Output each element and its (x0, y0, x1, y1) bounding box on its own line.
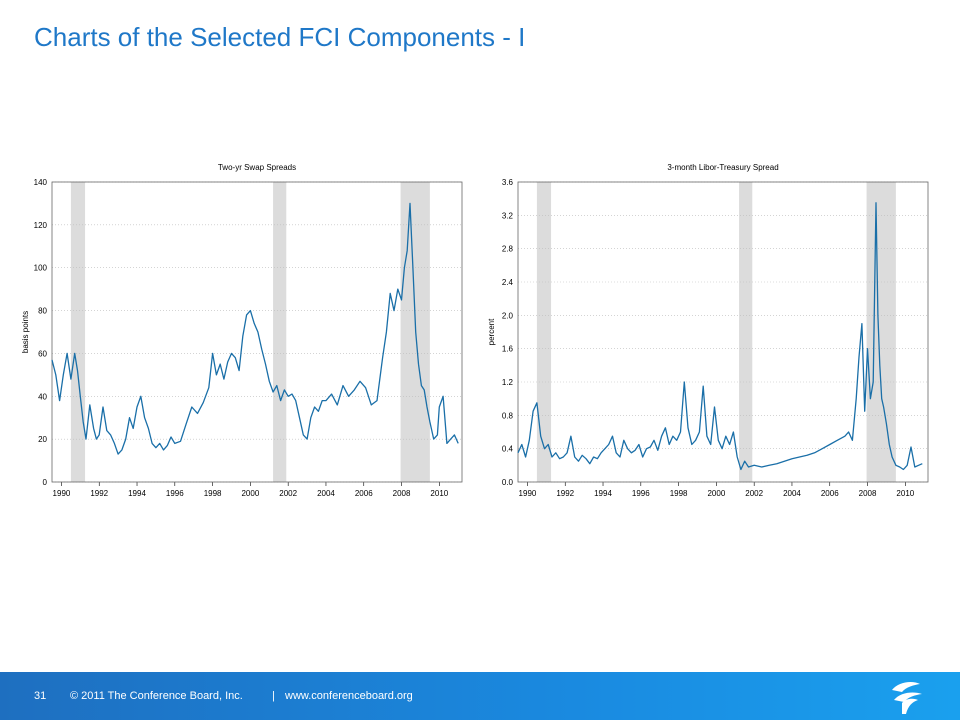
recession-band (739, 182, 753, 482)
y-tick-label: 40 (38, 392, 47, 401)
y-tick-label: 1.6 (502, 345, 514, 354)
recession-band (273, 182, 287, 482)
x-tick-label: 2008 (393, 489, 411, 498)
x-tick-label: 1998 (204, 489, 222, 498)
x-tick-label: 2002 (279, 489, 297, 498)
y-tick-label: 3.6 (502, 178, 514, 187)
x-tick-label: 2004 (317, 489, 335, 498)
y-tick-label: 3.2 (502, 211, 514, 220)
footer-bar: 31 © 2011 The Conference Board, Inc. | w… (0, 672, 960, 720)
y-tick-label: 100 (34, 264, 48, 273)
x-tick-label: 1998 (670, 489, 688, 498)
recession-band (866, 182, 896, 482)
x-tick-label: 2000 (707, 489, 725, 498)
recession-band (536, 182, 552, 482)
chart-title: Two-yr Swap Spreads (218, 163, 296, 172)
x-tick-label: 2006 (355, 489, 373, 498)
copyright-text: © 2011 The Conference Board, Inc. (70, 690, 243, 702)
plot-frame (51, 181, 463, 483)
conference-board-logo-icon (892, 682, 922, 714)
x-tick-label: 1994 (128, 489, 146, 498)
page-number: 31 (34, 690, 47, 702)
y-tick-label: 20 (38, 435, 47, 444)
y-tick-label: 0.4 (502, 445, 514, 454)
website-link[interactable]: www.conferenceboard.org (285, 690, 413, 702)
chart-title: 3-month Libor-Treasury Spread (667, 163, 778, 172)
y-tick-label: 1.2 (502, 378, 514, 387)
plot-frame (517, 181, 929, 483)
x-tick-label: 1990 (53, 489, 71, 498)
series-line (51, 202, 459, 455)
y-tick-label: 60 (38, 349, 47, 358)
page-title: Charts of the Selected FCI Components - … (34, 22, 526, 52)
x-tick-label: 2000 (241, 489, 259, 498)
y-tick-label: 2.0 (502, 311, 514, 320)
y-tick-label: 2.8 (502, 245, 514, 254)
x-tick-label: 1992 (90, 489, 108, 498)
y-tick-label: 0.8 (502, 411, 514, 420)
y-axis-label: percent (487, 318, 496, 345)
x-tick-label: 1996 (166, 489, 184, 498)
x-tick-label: 2010 (430, 489, 448, 498)
x-tick-label: 1994 (594, 489, 612, 498)
y-tick-label: 80 (38, 307, 47, 316)
x-tick-label: 1992 (556, 489, 574, 498)
x-tick-label: 2004 (783, 489, 801, 498)
y-tick-label: 0 (43, 478, 48, 487)
y-tick-label: 140 (34, 178, 48, 187)
recession-band (70, 182, 86, 482)
swap-spreads-chart: Two-yr Swap Spreads 0 20 40 60 80 100 120 140 199… (21, 163, 463, 498)
libor-treasury-spread-chart: 3-month Libor-Treasury Spread 0.0 0.4 0.8 1.… (487, 163, 929, 498)
y-tick-label: 0.0 (502, 478, 514, 487)
y-tick-label: 120 (34, 221, 48, 230)
series-line (517, 202, 923, 471)
x-tick-label: 2006 (821, 489, 839, 498)
y-tick-label: 2.4 (502, 278, 514, 287)
x-tick-label: 2002 (745, 489, 763, 498)
x-tick-label: 1990 (519, 489, 537, 498)
footer-separator: | (272, 690, 275, 702)
y-axis-label: basis points (21, 311, 30, 353)
x-tick-label: 2010 (896, 489, 914, 498)
x-tick-label: 1996 (632, 489, 650, 498)
x-tick-label: 2008 (859, 489, 877, 498)
